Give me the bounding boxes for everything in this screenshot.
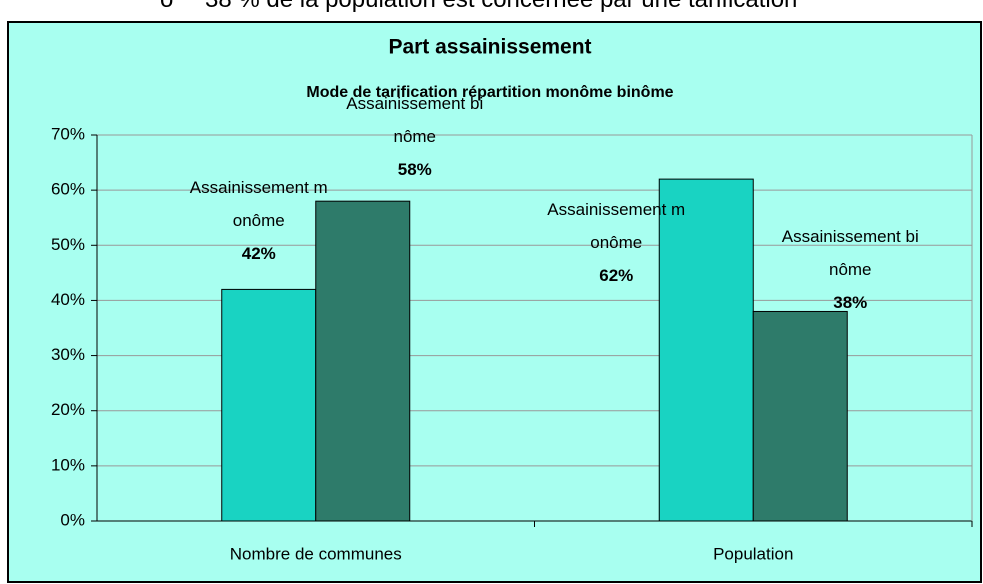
- chart-subtitle: Mode de tarification répartition monôme …: [306, 84, 673, 101]
- x-tick-label: Population: [713, 544, 793, 563]
- y-tick-label: 20%: [51, 400, 85, 419]
- data-label-series: Assainissement binôme: [346, 94, 484, 147]
- data-label-value: 58%: [397, 160, 432, 180]
- y-tick-label: 70%: [51, 124, 85, 143]
- data-label-series: Assainissement monôme: [189, 178, 328, 231]
- data-label-series: Assainissement monôme: [547, 200, 686, 253]
- chart-title: Part assainissement: [388, 36, 591, 59]
- bar: [658, 178, 754, 522]
- data-label-value: 62%: [599, 266, 634, 286]
- data-label: Assainissement binôme 58%: [344, 87, 486, 186]
- y-tick-label: 60%: [51, 180, 85, 199]
- bullet: o: [160, 0, 173, 14]
- document-text: 38 % de la population est concernée par …: [205, 0, 797, 14]
- y-tick-label: 40%: [51, 290, 85, 309]
- data-label: Assainissement monôme 42%: [188, 171, 330, 270]
- y-tick-label: 30%: [51, 345, 85, 364]
- data-label-value: 42%: [241, 244, 276, 264]
- x-tick-label: Nombre de communes: [230, 544, 402, 563]
- y-tick-label: 0%: [60, 510, 85, 529]
- data-label-series: Assainissement binôme: [781, 227, 919, 280]
- data-label: Assainissement monôme 62%: [545, 193, 687, 292]
- y-tick-label: 50%: [51, 235, 85, 254]
- bar: [315, 200, 411, 522]
- bar: [221, 288, 317, 522]
- bar: [752, 310, 848, 522]
- y-tick-label: 10%: [51, 455, 85, 474]
- data-label-value: 38%: [833, 293, 868, 313]
- data-label: Assainissement binôme 38%: [779, 220, 921, 319]
